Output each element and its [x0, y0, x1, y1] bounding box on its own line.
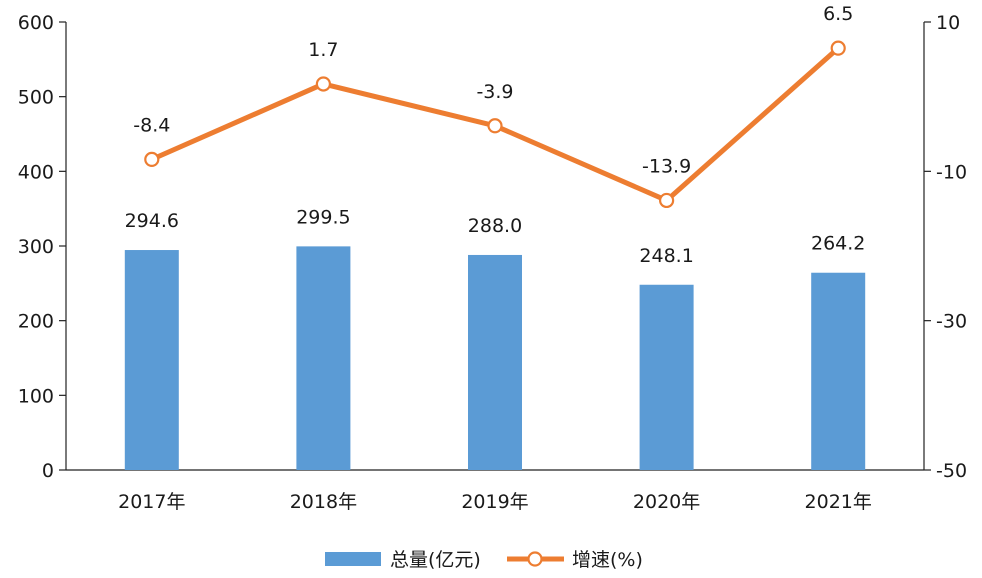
line-data-labels: -8.4 1.7 -3.9 -13.9 6.5 [133, 3, 853, 177]
bar-value-label: 248.1 [639, 245, 693, 267]
legend: 总量(亿元) 增速(%) [325, 549, 643, 571]
line-point [658, 192, 675, 209]
bar-value-label: 294.6 [125, 210, 179, 232]
left-tick-label: 100 [18, 385, 54, 407]
bar [468, 254, 522, 470]
line-point [487, 118, 503, 134]
line-value-label: -3.9 [476, 81, 513, 103]
line-point [315, 76, 331, 92]
line-value-label: 1.7 [308, 39, 338, 61]
legend-line-label: 增速(%) [572, 549, 643, 571]
x-tick-label: 2017年 [118, 491, 185, 513]
line-point [144, 151, 160, 167]
legend-bar-swatch [325, 552, 381, 566]
bar [811, 272, 866, 470]
right-tick-label: -10 [936, 161, 967, 183]
right-tick-label: 10 [936, 12, 960, 34]
left-tick-label: 300 [18, 236, 54, 258]
x-axis: 2017年 2018年 2019年 2020年 2021年 [66, 469, 924, 513]
right-tick-label: -50 [936, 460, 967, 482]
legend-line-marker [527, 551, 543, 567]
x-tick-label: 2018年 [290, 491, 357, 513]
bar-value-label: 288.0 [468, 215, 522, 237]
right-tick-label: -30 [936, 311, 967, 333]
left-tick-label: 200 [18, 311, 54, 333]
x-tick-label: 2019年 [461, 491, 528, 513]
left-tick-label: 500 [18, 87, 54, 109]
bar-value-label: 299.5 [296, 206, 350, 228]
bar-data-labels: 294.6 299.5 288.0 248.1 264.2 [125, 206, 866, 266]
x-tick-label: 2020年 [633, 491, 700, 513]
bar-value-label: 264.2 [811, 233, 865, 255]
left-tick-label: 400 [18, 161, 54, 183]
line-value-label: -13.9 [642, 155, 691, 177]
bar [639, 284, 694, 470]
left-y-axis: 0 100 200 300 400 500 600 [18, 12, 67, 482]
left-tick-label: 600 [18, 12, 54, 34]
right-y-axis: -50 -30 -10 10 [923, 12, 967, 482]
line-value-label: -8.4 [133, 114, 170, 136]
line-series [144, 40, 846, 209]
bar-series [124, 246, 866, 470]
bar [296, 246, 351, 470]
x-tick-label: 2021年 [805, 491, 872, 513]
legend-bar-label: 总量(亿元) [390, 549, 481, 571]
bar [124, 250, 179, 470]
left-tick-label: 0 [42, 460, 54, 482]
line-point [830, 40, 846, 56]
line-value-label: 6.5 [823, 3, 853, 25]
